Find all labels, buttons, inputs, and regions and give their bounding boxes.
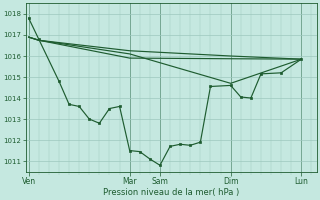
X-axis label: Pression niveau de la mer( hPa ): Pression niveau de la mer( hPa ) xyxy=(103,188,239,197)
